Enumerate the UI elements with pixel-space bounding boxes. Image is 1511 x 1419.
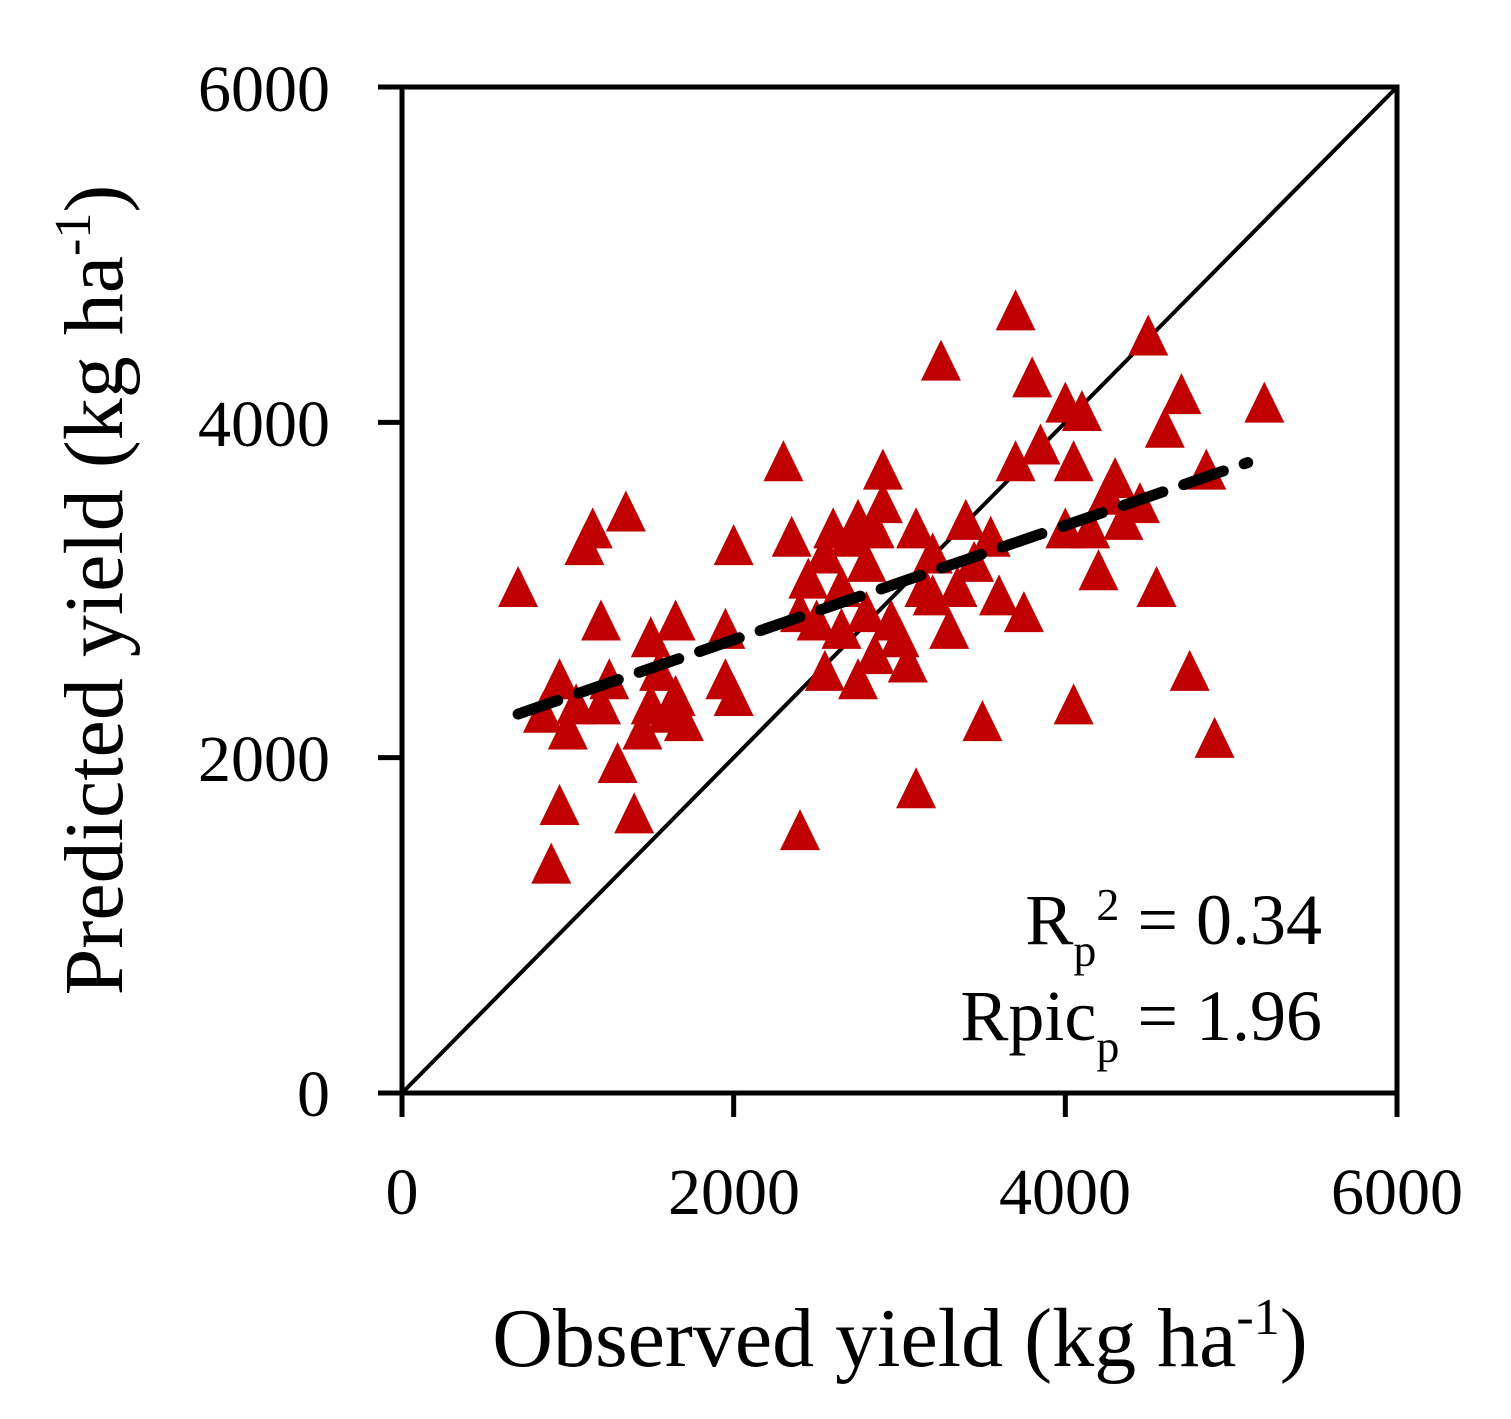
y-tick-label-0: 0 <box>297 1058 330 1131</box>
data-point <box>780 809 820 851</box>
data-point <box>1012 356 1053 398</box>
data-point <box>713 524 754 566</box>
data-point <box>995 440 1036 482</box>
data-point <box>581 683 621 725</box>
plot-frame <box>399 84 1400 1096</box>
data-point <box>547 708 588 750</box>
data-point <box>995 289 1036 331</box>
data-point <box>920 339 961 381</box>
x-axis-label: Observed yield (kg ha-1) <box>492 1289 1307 1385</box>
data-point <box>1161 373 1202 415</box>
data-point <box>1136 566 1177 607</box>
r2-annotation: Rp2 = 0.34 <box>1025 879 1322 976</box>
one-to-one-line <box>400 85 1399 1095</box>
data-point <box>1053 440 1094 482</box>
data-point <box>498 566 539 607</box>
data-point <box>771 515 812 557</box>
y-tick-label-4000: 4000 <box>198 388 330 461</box>
data-point <box>962 700 1003 742</box>
y-axis-label: Predicted yield (kg ha-1) <box>45 185 141 996</box>
x-tick-label-6000: 6000 <box>1331 1156 1463 1229</box>
data-point <box>821 607 862 649</box>
data-point <box>1003 591 1044 633</box>
data-point <box>862 448 903 490</box>
data-point <box>597 742 638 784</box>
data-point <box>804 649 845 691</box>
data-point <box>1020 423 1061 465</box>
data-point <box>572 507 613 549</box>
data-point <box>713 674 754 716</box>
data-point <box>979 574 1019 616</box>
x-axis-label-sup: -1 <box>1236 1289 1279 1346</box>
data-point <box>581 599 621 641</box>
y-tick-label-2000: 2000 <box>198 723 330 796</box>
data-point <box>663 700 704 742</box>
data-point <box>788 557 829 599</box>
data-point <box>1169 649 1210 691</box>
data-point <box>854 633 895 675</box>
data-point <box>1128 314 1169 356</box>
r2-superscript: 2 <box>1096 879 1119 930</box>
data-point <box>1070 507 1111 549</box>
x-tick-label-4000: 4000 <box>999 1156 1131 1229</box>
data-point <box>804 532 845 574</box>
data-point <box>539 783 580 825</box>
data-point <box>896 767 937 809</box>
regression-dashed-line <box>512 457 1254 720</box>
data-point <box>846 591 887 633</box>
data-point <box>605 490 646 532</box>
x-tick-label-2000: 2000 <box>668 1156 800 1229</box>
data-point <box>539 658 580 700</box>
data-point <box>846 540 887 582</box>
data-point <box>1078 549 1119 591</box>
y-axis-label-sup: -1 <box>45 213 102 256</box>
axis-ticks <box>378 84 1400 1117</box>
data-point <box>854 507 895 549</box>
data-point <box>887 641 928 683</box>
data-point <box>522 691 563 733</box>
data-point <box>1244 381 1285 423</box>
data-point <box>1061 389 1102 431</box>
r2-subscript: p <box>1073 925 1096 976</box>
data-point <box>531 842 572 884</box>
data-point <box>763 440 804 482</box>
data-point <box>1144 406 1185 448</box>
x-tick-label-0: 0 <box>386 1156 419 1229</box>
rpic-subscript: p <box>1096 1021 1119 1072</box>
data-point <box>929 607 970 649</box>
data-point <box>622 708 663 750</box>
y-tick-label-6000: 6000 <box>198 53 330 126</box>
data-point <box>655 599 696 641</box>
data-point <box>1095 457 1136 499</box>
data-point <box>896 507 937 549</box>
data-point <box>614 792 655 834</box>
data-point <box>862 482 903 524</box>
data-point <box>838 658 879 700</box>
rpic-annotation: Rpicp = 1.96 <box>960 976 1322 1072</box>
data-point <box>1053 683 1094 725</box>
data-point <box>937 566 978 607</box>
data-point <box>1194 716 1235 758</box>
data-point <box>945 498 986 540</box>
data-point <box>796 599 837 641</box>
data-point <box>630 616 671 658</box>
